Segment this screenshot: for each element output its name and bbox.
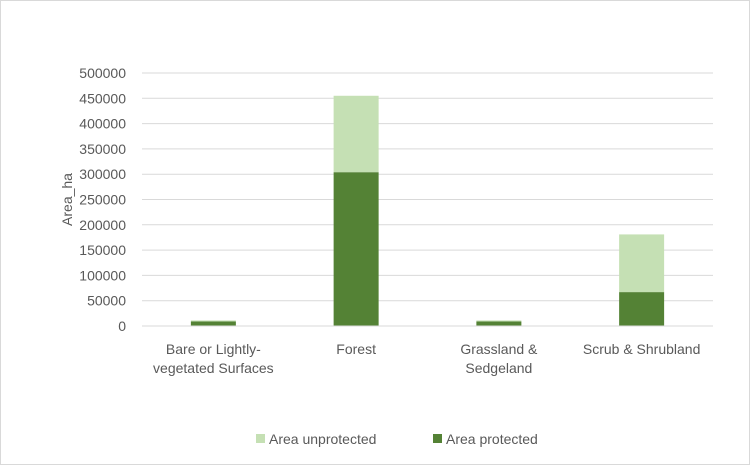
legend-swatch: [256, 434, 265, 443]
y-tick-label: 100000: [79, 267, 126, 283]
x-category-label: Forest: [336, 341, 376, 357]
x-category-label: vegetated Surfaces: [153, 360, 274, 376]
y-tick-label: 0: [118, 318, 126, 334]
x-category-label: Scrub & Shrubland: [583, 341, 701, 357]
bar-area-protected: [333, 172, 379, 326]
y-tick-label: 300000: [79, 166, 126, 182]
gridlines: [142, 72, 713, 302]
bar-area-protected: [476, 321, 522, 326]
legend-swatch: [433, 434, 442, 443]
bar-area-protected: [619, 292, 665, 326]
legend: Area unprotected Area protected: [256, 431, 538, 447]
x-axis-categories: Bare or Lightly-vegetated Surfaces Forest…: [153, 341, 700, 376]
bar-area-unprotected: [190, 320, 236, 322]
bar-area-unprotected: [619, 234, 665, 293]
x-category-label: Grassland &: [460, 341, 538, 357]
y-tick-label: 150000: [79, 242, 126, 258]
y-tick-label: 50000: [87, 293, 126, 309]
y-tick-label: 450000: [79, 90, 126, 106]
y-tick-label: 500000: [79, 65, 126, 81]
y-tick-label: 350000: [79, 141, 126, 157]
y-tick-label: 250000: [79, 192, 126, 208]
bar-area-protected: [190, 321, 236, 326]
bar-area-unprotected: [333, 95, 379, 173]
bars: [190, 95, 665, 326]
legend-label: Area unprotected: [269, 431, 376, 447]
x-category-label: Sedgeland: [465, 360, 532, 376]
bar-area-unprotected: [476, 320, 522, 322]
legend-label: Area protected: [446, 431, 538, 447]
x-category-label: Bare or Lightly-: [166, 341, 261, 357]
y-tick-label: 200000: [79, 217, 126, 233]
y-axis-ticks: 0 50000 100000 150000 200000 250000 300000 3500…: [79, 65, 126, 334]
y-tick-label: 400000: [79, 116, 126, 132]
y-axis-label: Area_ha: [59, 173, 75, 226]
